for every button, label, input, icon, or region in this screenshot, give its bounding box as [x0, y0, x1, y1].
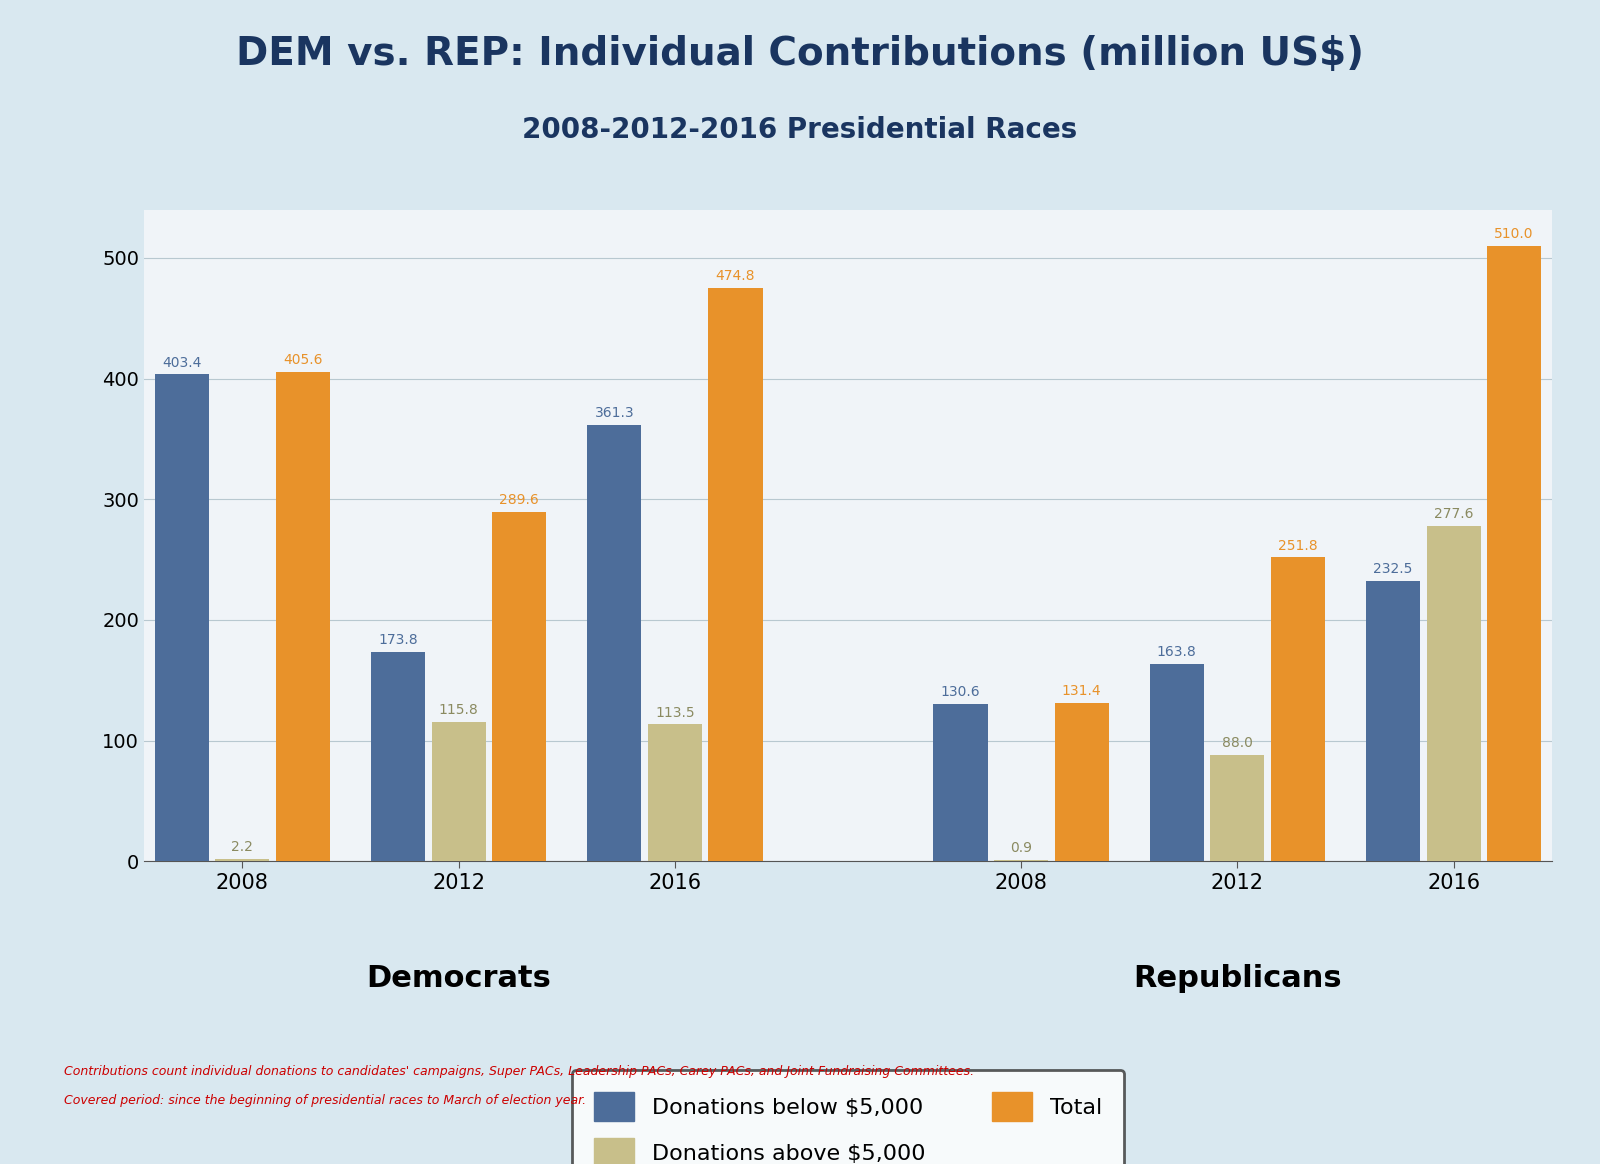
Bar	[432, 722, 486, 861]
Text: 474.8: 474.8	[715, 269, 755, 283]
Bar	[216, 859, 269, 861]
Text: 2008-2012-2016 Presidential Races: 2008-2012-2016 Presidential Races	[522, 116, 1078, 144]
Bar	[1270, 558, 1325, 861]
Text: 115.8: 115.8	[438, 703, 478, 717]
Text: 113.5: 113.5	[654, 705, 694, 719]
Text: 2.2: 2.2	[232, 840, 253, 854]
Bar	[275, 371, 330, 861]
Bar	[1366, 581, 1421, 861]
Text: Democrats: Democrats	[366, 964, 550, 993]
Text: Contributions count individual donations to candidates' campaigns, Super PACs, L: Contributions count individual donations…	[64, 1065, 974, 1078]
Bar	[1486, 246, 1541, 861]
Bar	[1150, 663, 1203, 861]
Text: Republicans: Republicans	[1133, 964, 1342, 993]
Bar	[155, 375, 210, 861]
Text: 289.6: 289.6	[499, 492, 539, 508]
Text: 0.9: 0.9	[1010, 842, 1032, 856]
Legend: Donations below $5,000, Donations above $5,000, Total: Donations below $5,000, Donations above …	[571, 1070, 1125, 1164]
Bar	[648, 724, 702, 861]
Bar	[1054, 703, 1109, 861]
Text: 277.6: 277.6	[1434, 508, 1474, 521]
Text: 361.3: 361.3	[595, 406, 634, 420]
Text: Covered period: since the beginning of presidential races to March of election y: Covered period: since the beginning of p…	[64, 1094, 586, 1107]
Text: 130.6: 130.6	[941, 684, 981, 698]
Bar	[1210, 755, 1264, 861]
Bar	[709, 289, 763, 861]
Bar	[587, 425, 642, 861]
Text: 405.6: 405.6	[283, 353, 323, 367]
Text: 131.4: 131.4	[1062, 684, 1101, 698]
Bar	[371, 652, 426, 861]
Text: 88.0: 88.0	[1222, 737, 1253, 751]
Bar	[493, 512, 546, 861]
Text: 403.4: 403.4	[162, 355, 202, 370]
Text: 232.5: 232.5	[1373, 562, 1413, 576]
Text: 173.8: 173.8	[378, 633, 418, 647]
Text: 163.8: 163.8	[1157, 645, 1197, 659]
Text: DEM vs. REP: Individual Contributions (million US$): DEM vs. REP: Individual Contributions (m…	[237, 35, 1363, 73]
Text: 510.0: 510.0	[1494, 227, 1534, 241]
Text: 251.8: 251.8	[1278, 539, 1318, 553]
Bar	[1427, 526, 1480, 861]
Bar	[933, 704, 987, 861]
